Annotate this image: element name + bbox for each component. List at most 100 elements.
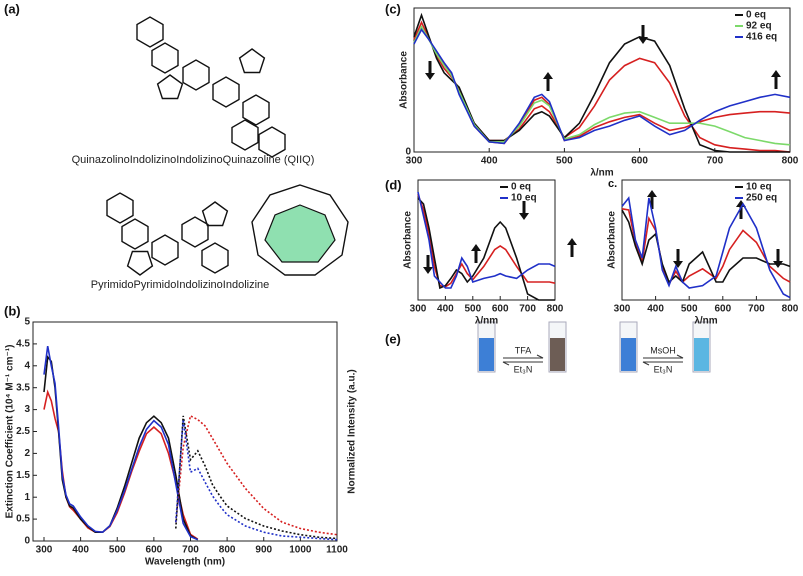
solution [479, 338, 494, 371]
y-tick-label: 4 [24, 360, 30, 371]
reagent: TFA [515, 345, 532, 355]
y-tick-label: 4.5 [16, 339, 30, 350]
molecule-ring [231, 119, 259, 151]
cage-outline [251, 184, 349, 276]
solution [550, 338, 565, 371]
equilibrium-arrow [642, 354, 684, 366]
x-tick-label: 700 [519, 304, 536, 315]
data-line [417, 197, 555, 301]
x-tick-label: 1000 [289, 545, 312, 556]
x-tick-label: 500 [556, 156, 573, 167]
data-line [175, 415, 338, 540]
data-line [413, 20, 791, 153]
data-line [413, 26, 791, 145]
x-tick-label: 400 [72, 545, 89, 556]
molecule-ring [258, 126, 286, 158]
panel-label: (a) [4, 1, 20, 16]
panel-label: (d) [385, 177, 402, 192]
trend-arrow-head [471, 244, 481, 251]
legend-label: 10 eq [746, 182, 772, 193]
x-tick-label: 900 [255, 545, 272, 556]
y-tick-label: 3.5 [16, 382, 30, 393]
molecule-ring [238, 48, 266, 74]
x-tick-label: 400 [481, 156, 498, 167]
reagent: MsOH [650, 345, 676, 355]
y-axis-label: Absorbance [607, 211, 618, 269]
data-line [43, 355, 199, 541]
plot-frame [417, 179, 556, 301]
x-tick-label: 300 [410, 304, 427, 315]
trend-arrow-head [425, 73, 435, 80]
x-tick-label: 300 [406, 156, 423, 167]
x-tick-label: 700 [182, 545, 199, 556]
trend-arrow-head [673, 261, 683, 268]
data-line [417, 194, 556, 288]
data-line [43, 345, 199, 541]
reagent: Et₃N [654, 364, 673, 374]
y-tick-label: 0 [24, 536, 30, 547]
data-line [621, 196, 791, 299]
legend-label: 10 eq [511, 193, 537, 204]
plot-frame [621, 179, 791, 301]
panel-label: (c) [385, 1, 401, 16]
data-line [413, 24, 791, 146]
molecule-ring [182, 59, 210, 91]
molecule-ring [151, 234, 179, 266]
x-tick-label: 500 [681, 304, 698, 315]
molecule-ring [126, 250, 154, 276]
x-tick-label: 600 [492, 304, 509, 315]
x-tick-label: 300 [614, 304, 631, 315]
molecule-ring [156, 74, 184, 100]
x-tick-label: 800 [219, 545, 236, 556]
y-tick-label: 1.5 [16, 470, 30, 481]
y-tick-label: 0 [405, 147, 411, 158]
trend-arrow-head [771, 70, 781, 77]
x-tick-label: 700 [706, 156, 723, 167]
molecule-ring [242, 94, 270, 126]
x-tick-label: 800 [547, 304, 564, 315]
annotation: c. [608, 178, 617, 190]
y-tick-label: 2.5 [16, 426, 30, 437]
molecule-ring [201, 242, 229, 274]
y-tick-label: 1 [24, 492, 30, 503]
data-line [175, 419, 338, 541]
solution [694, 338, 709, 371]
y-tick-label: 2 [24, 448, 30, 459]
y-tick-label: 5 [24, 317, 30, 328]
molecule-ring [136, 16, 164, 48]
x-axis-label: λ/nm [590, 168, 613, 179]
data-line [175, 414, 338, 536]
solution [621, 338, 636, 371]
x-axis-label: Wavelength (nm) [145, 557, 225, 568]
legend-label: 92 eq [746, 21, 772, 32]
cage-core [264, 204, 336, 263]
trend-arrow-head [519, 213, 529, 220]
molecule-ring [181, 216, 209, 248]
molecule-ring [212, 76, 240, 108]
x-tick-label: 600 [631, 156, 648, 167]
molecule-name: PyrimidoPyrimidoIndolizinoIndolizine [91, 279, 270, 291]
plot-frame [413, 7, 791, 153]
data-line [621, 209, 791, 284]
data-line [413, 12, 790, 153]
trend-arrow-head [567, 238, 577, 245]
trend-arrow-head [647, 190, 657, 197]
x-tick-label: 500 [109, 545, 126, 556]
x-tick-label: 600 [146, 545, 163, 556]
x-axis-label: λ/nm [475, 316, 498, 327]
molecule-ring [121, 218, 149, 250]
data-line [417, 191, 556, 289]
legend-label: 250 eq [746, 193, 777, 204]
x-tick-label: 400 [647, 304, 664, 315]
molecule-name: QuinazolinoIndolizinoIndolizinoQuinazoli… [72, 154, 315, 166]
molecule-ring [201, 201, 229, 227]
panel-label: (e) [385, 331, 401, 346]
x-tick-label: 500 [464, 304, 481, 315]
x-tick-label: 800 [782, 304, 799, 315]
y-tick-label: 0.5 [16, 514, 30, 525]
x-tick-label: 400 [437, 304, 454, 315]
x-tick-label: 700 [748, 304, 765, 315]
legend-label: 416 eq [746, 32, 777, 43]
